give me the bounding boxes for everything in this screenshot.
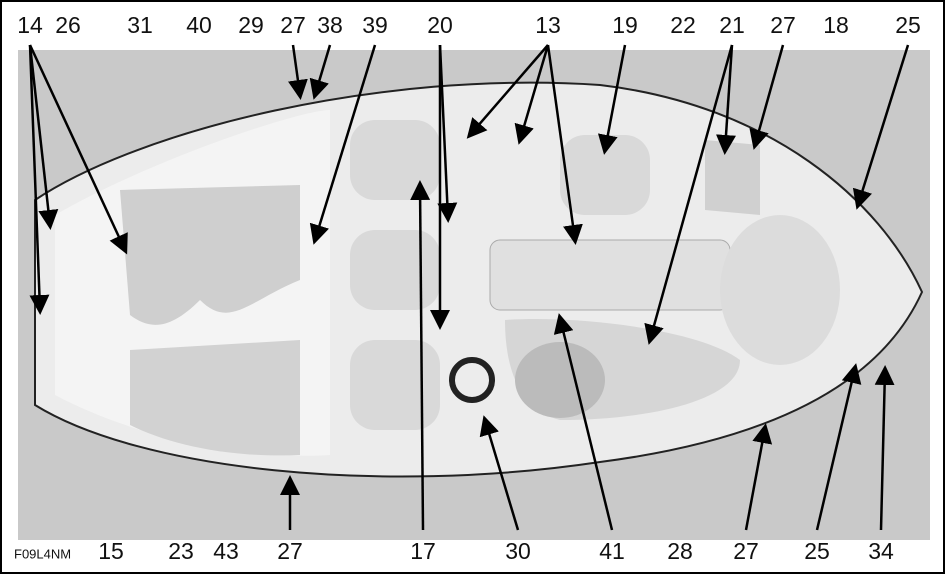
callout-number: 14 (17, 12, 43, 38)
callout-number: 25 (895, 12, 921, 38)
callout-number: 19 (612, 12, 638, 38)
callout-number: 17 (410, 538, 436, 564)
boat (34, 81, 924, 478)
callout-number: 23 (168, 538, 194, 564)
callout-number: 30 (505, 538, 531, 564)
callout-number: 27 (770, 12, 796, 38)
callout-number: 34 (868, 538, 894, 564)
callout-number: 31 (127, 12, 153, 38)
callout-number: 43 (213, 538, 239, 564)
callout-number: 18 (823, 12, 849, 38)
callout-number: 21 (719, 12, 745, 38)
callout-number: 13 (535, 12, 561, 38)
callout-number: 29 (238, 12, 264, 38)
callout-number: 38 (317, 12, 343, 38)
callout-number: 15 (98, 538, 124, 564)
callout-number: 20 (427, 12, 453, 38)
callout-number: 27 (733, 538, 759, 564)
callout-number: 27 (277, 538, 303, 564)
callout-arrows (28, 44, 910, 531)
callout-number: 41 (599, 538, 625, 564)
callout-number: 25 (804, 538, 830, 564)
callout-number: 22 (670, 12, 696, 38)
callout-number: 28 (667, 538, 693, 564)
callout-number: 39 (362, 12, 388, 38)
callout-number: 27 (280, 12, 306, 38)
figure-code: F09L4NM (14, 546, 71, 561)
callout-number: 26 (55, 12, 81, 38)
callout-number: 40 (186, 12, 212, 38)
